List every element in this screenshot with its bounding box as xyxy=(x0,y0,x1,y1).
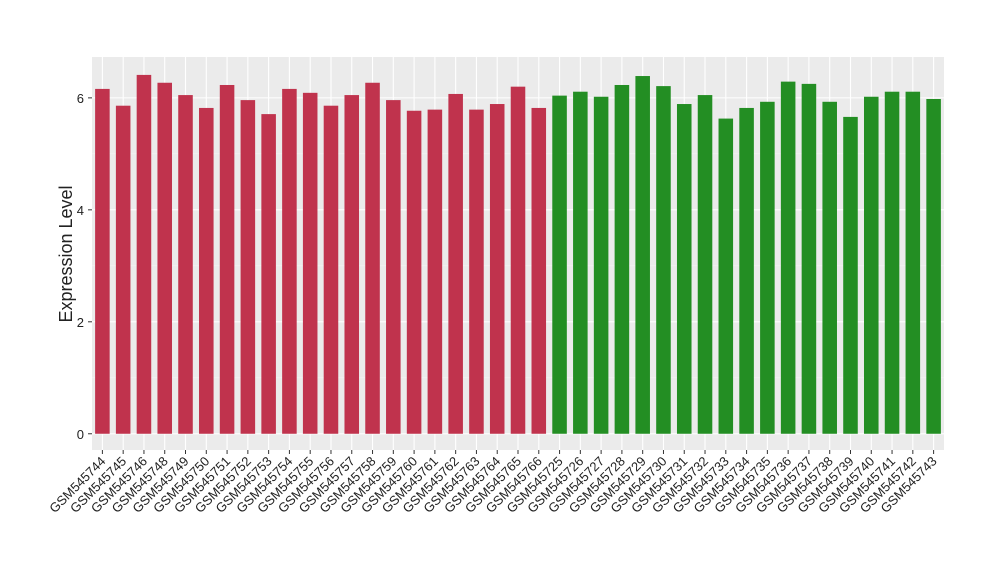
bar xyxy=(386,100,401,434)
y-tick-label: 0 xyxy=(77,427,84,442)
bar xyxy=(282,88,297,434)
bar xyxy=(261,114,276,434)
bar xyxy=(510,86,526,434)
bar xyxy=(448,93,463,434)
y-tick-label: 6 xyxy=(77,91,84,106)
bar xyxy=(656,86,671,434)
bar xyxy=(219,84,235,434)
bar xyxy=(801,83,817,434)
bar xyxy=(614,84,630,434)
bar xyxy=(552,95,567,434)
bar xyxy=(469,109,484,434)
bar xyxy=(95,88,110,434)
bar xyxy=(697,95,713,434)
bar xyxy=(427,109,443,434)
bar xyxy=(406,110,422,434)
bar xyxy=(635,76,650,434)
bar xyxy=(739,107,754,434)
bar xyxy=(344,95,360,434)
bar xyxy=(905,91,921,434)
bar xyxy=(863,96,879,434)
bar xyxy=(240,100,256,434)
bar xyxy=(365,82,380,434)
bar xyxy=(323,105,339,434)
bar xyxy=(718,118,734,434)
bar xyxy=(593,96,609,434)
bar xyxy=(531,107,547,434)
bar xyxy=(489,104,505,434)
bar xyxy=(302,92,318,434)
bar xyxy=(136,74,152,434)
bar xyxy=(115,105,131,434)
bar xyxy=(573,91,588,434)
bar xyxy=(780,81,796,434)
bar xyxy=(178,95,193,434)
bar xyxy=(884,91,900,434)
y-tick-label: 2 xyxy=(77,315,84,330)
bar xyxy=(676,104,692,434)
bar xyxy=(760,101,775,434)
bar xyxy=(926,98,941,434)
bar xyxy=(843,116,858,434)
bar xyxy=(822,101,837,434)
bar xyxy=(157,82,173,434)
bar xyxy=(199,107,214,434)
y-tick-label: 4 xyxy=(77,203,84,218)
y-axis-title: Expression Level xyxy=(56,185,76,322)
